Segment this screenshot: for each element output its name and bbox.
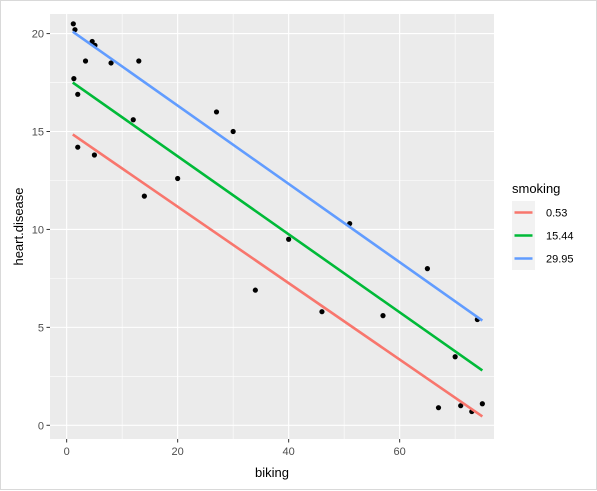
fit-line bbox=[72, 133, 484, 418]
y-tick-label: 5 bbox=[38, 322, 44, 334]
data-point bbox=[141, 193, 147, 199]
data-point bbox=[380, 313, 386, 319]
legend-label: 15.44 bbox=[546, 231, 574, 243]
data-point bbox=[458, 403, 464, 409]
data-point bbox=[70, 21, 76, 27]
x-tick-label: 20 bbox=[172, 446, 184, 458]
data-points bbox=[70, 21, 485, 415]
data-point bbox=[89, 38, 95, 45]
fit-lines bbox=[72, 30, 484, 418]
x-tick-label: 40 bbox=[283, 446, 295, 458]
tick-labels: 0 20 40 60 0 5 10 15 20 bbox=[32, 29, 406, 458]
data-point bbox=[75, 144, 81, 150]
x-tick-label: 60 bbox=[394, 446, 406, 458]
data-point bbox=[435, 405, 442, 411]
data-point bbox=[108, 60, 114, 66]
data-point bbox=[175, 175, 181, 182]
legend: smoking 0.53 15.44 29.95 bbox=[512, 181, 574, 270]
legend-label: 29.95 bbox=[546, 254, 574, 266]
data-point bbox=[424, 266, 430, 272]
data-point bbox=[479, 401, 485, 407]
data-point bbox=[130, 117, 136, 123]
minor-gridlines bbox=[50, 14, 494, 439]
y-axis-title: heart.disease bbox=[11, 187, 26, 265]
y-tick-label: 10 bbox=[32, 224, 44, 236]
data-point bbox=[71, 76, 77, 82]
data-point bbox=[136, 58, 142, 64]
panel-background bbox=[50, 14, 494, 439]
data-point bbox=[286, 236, 292, 242]
y-tick-label: 15 bbox=[32, 127, 44, 139]
data-point bbox=[213, 109, 220, 115]
data-point bbox=[82, 58, 89, 64]
fit-line bbox=[72, 81, 484, 372]
data-point bbox=[252, 287, 258, 293]
y-tick-label: 0 bbox=[38, 420, 44, 432]
axis-ticks bbox=[46, 33, 401, 443]
data-point bbox=[230, 128, 236, 135]
x-tick-label: 0 bbox=[64, 446, 70, 458]
x-axis-title: biking bbox=[255, 465, 289, 480]
y-tick-label: 20 bbox=[32, 29, 44, 41]
data-point bbox=[452, 354, 458, 360]
data-point bbox=[91, 152, 97, 158]
data-point bbox=[75, 91, 81, 97]
legend-label: 0.53 bbox=[546, 208, 567, 220]
data-point bbox=[319, 309, 325, 315]
legend-title: smoking bbox=[512, 181, 560, 196]
fit-line bbox=[72, 30, 484, 322]
